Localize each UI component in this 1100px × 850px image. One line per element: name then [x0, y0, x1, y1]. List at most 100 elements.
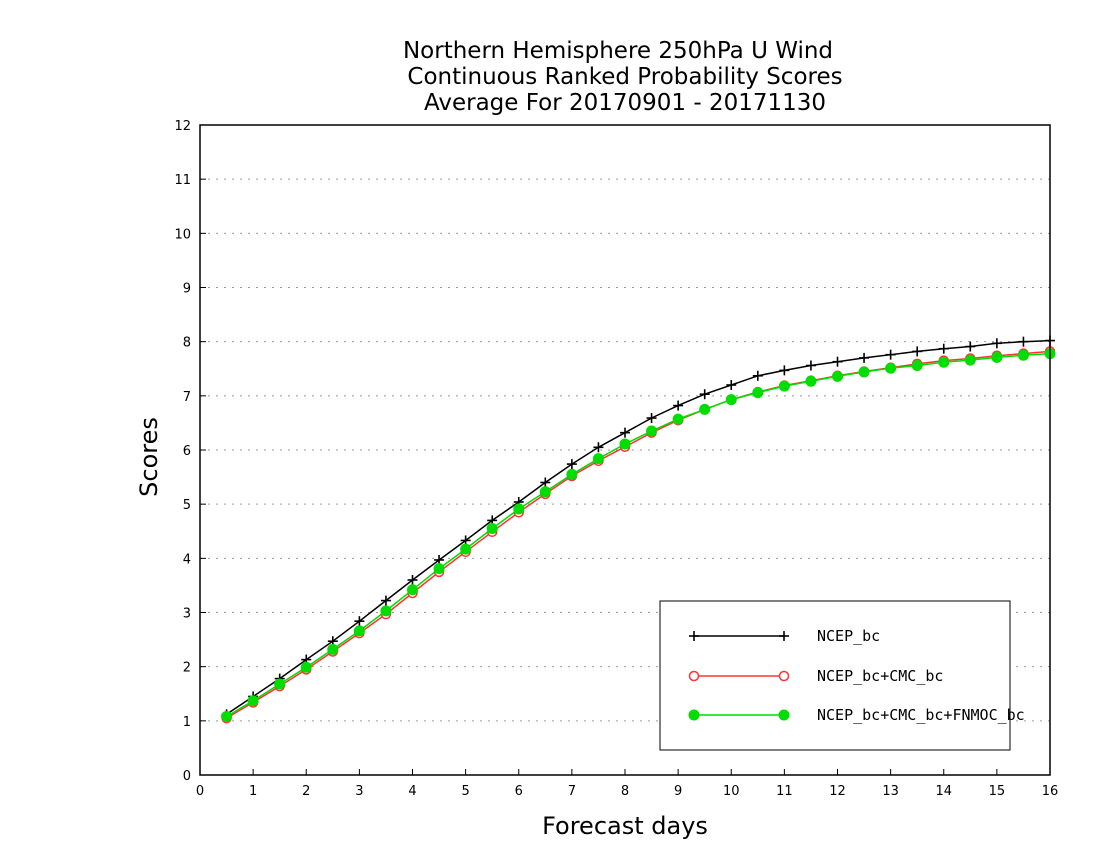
- y-tick-label: 10: [174, 227, 191, 242]
- y-tick-label: 6: [183, 444, 191, 459]
- legend-items: NCEP_bc NCEP_bc+CMC_bc NCEP_bc+CMC_bc+FNMO…: [688, 627, 1025, 724]
- y-tick-label: 5: [183, 498, 191, 513]
- data-point: [912, 346, 923, 357]
- x-tick-label: 12: [829, 784, 846, 799]
- data-point: [407, 584, 418, 596]
- x-tick-label: 13: [882, 784, 899, 799]
- data-point: [752, 370, 763, 381]
- data-point: [752, 387, 764, 399]
- data-point: [885, 362, 897, 374]
- title-line-1: Northern Hemisphere 250hPa U Wind: [403, 38, 833, 64]
- data-point: [380, 595, 391, 606]
- data-point: [699, 403, 711, 415]
- title-line-3: Average For 20170901 - 20171130: [424, 90, 826, 116]
- data-point: [938, 343, 949, 354]
- data-point: [221, 711, 233, 722]
- data-point: [885, 349, 896, 360]
- data-point: [779, 365, 790, 376]
- data-point: [991, 351, 1003, 363]
- data-point: [1018, 336, 1029, 347]
- legend-entry-3: NCEP_bc+CMC_bc+FNMOC_bc: [688, 706, 1025, 724]
- data-point: [433, 563, 445, 575]
- y-tick-label: 11: [174, 173, 191, 188]
- data-point: [620, 427, 630, 438]
- y-tick-label: 3: [183, 607, 191, 622]
- data-point: [858, 366, 870, 378]
- legend-marker: [778, 670, 790, 682]
- x-tick-label: 1: [249, 784, 257, 799]
- data-point: [566, 459, 577, 470]
- x-tick-label: 8: [621, 784, 629, 799]
- y-tick-label: 7: [183, 390, 191, 405]
- chart-title: Northern Hemisphere 250hPa U Wind Contin…: [403, 38, 843, 116]
- data-point: [354, 616, 365, 627]
- y-tick-label: 4: [183, 552, 191, 567]
- x-tick-label: 11: [776, 784, 793, 799]
- x-tick-label: 4: [408, 784, 416, 799]
- data-point: [911, 360, 923, 371]
- data-point: [938, 356, 950, 368]
- data-point: [593, 442, 604, 453]
- x-tick-label: 16: [1042, 784, 1059, 799]
- data-point: [1017, 349, 1029, 361]
- legend-marker: [688, 709, 700, 721]
- data-point: [540, 477, 551, 488]
- data-point: [964, 354, 976, 366]
- legend-entry-2: NCEP_bc+CMC_bc: [688, 667, 943, 685]
- x-tick-label: 2: [302, 784, 310, 799]
- data-point: [460, 543, 472, 555]
- legend-entry-1: NCEP_bc: [689, 627, 880, 645]
- y-tick-label: 2: [183, 661, 191, 676]
- y-tick-label: 1: [183, 715, 191, 730]
- data-point: [725, 394, 737, 406]
- legend-marker: [688, 670, 700, 682]
- data-point: [805, 360, 816, 371]
- legend-marker: [689, 631, 699, 641]
- series-layer: [221, 335, 1056, 724]
- x-tick-label: 3: [355, 784, 363, 799]
- data-point: [673, 400, 684, 411]
- data-point: [672, 413, 684, 425]
- x-tick-label: 14: [935, 784, 952, 799]
- x-tick-label: 9: [674, 784, 682, 799]
- data-point: [513, 503, 525, 515]
- y-tick-label: 9: [183, 282, 191, 297]
- data-point: [592, 453, 604, 465]
- legend-label: NCEP_bc+CMC_bc: [817, 667, 943, 685]
- x-tick-label: 10: [723, 784, 740, 799]
- y-tick-label: 8: [183, 336, 191, 351]
- data-point: [646, 413, 657, 424]
- data-point: [726, 380, 737, 390]
- data-point: [991, 338, 1002, 349]
- data-point: [247, 695, 259, 707]
- data-point: [832, 356, 843, 367]
- x-tick-label: 15: [989, 784, 1006, 799]
- data-point: [859, 352, 870, 363]
- y-axis-title: Scores: [135, 417, 163, 497]
- x-tick-labels: 0 1 2 3 4 5 6 7 8 9 10 11 12 13 14 15 16: [196, 784, 1058, 799]
- legend-label: NCEP_bc: [817, 627, 880, 645]
- legend-marker: [778, 709, 790, 721]
- axis-ticks: [199, 124, 1051, 776]
- data-point: [300, 661, 312, 673]
- data-point: [274, 678, 286, 690]
- title-line-2: Continuous Ranked Probability Scores: [407, 64, 842, 90]
- x-tick-label: 0: [196, 784, 204, 799]
- data-point: [407, 575, 418, 585]
- series-3: [221, 348, 1056, 722]
- data-point: [646, 425, 658, 437]
- data-point: [805, 375, 817, 387]
- legend: NCEP_bc NCEP_bc+CMC_bc NCEP_bc+CMC_bc+FNMO…: [659, 600, 1025, 751]
- data-point: [486, 523, 498, 535]
- data-point: [965, 341, 976, 352]
- data-point: [566, 468, 578, 480]
- x-axis-title: Forecast days: [542, 812, 708, 840]
- x-tick-label: 7: [568, 784, 576, 799]
- y-tick-label: 0: [183, 769, 191, 784]
- data-point: [353, 625, 365, 637]
- data-point: [699, 389, 710, 400]
- x-tick-label: 6: [515, 784, 523, 799]
- data-point: [832, 370, 843, 382]
